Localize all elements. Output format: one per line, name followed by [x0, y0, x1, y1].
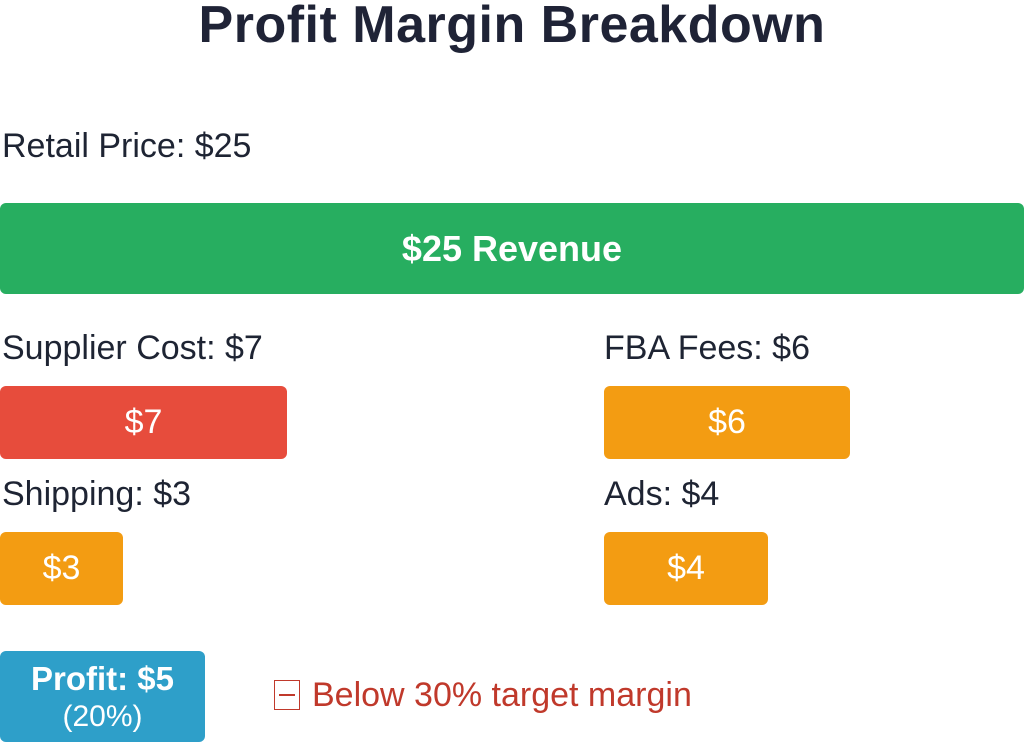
fba-fees-bar-label: $6	[708, 403, 746, 441]
ads-label: Ads: $4	[604, 475, 720, 513]
margin-warning: Below 30% target margin	[274, 675, 692, 715]
warning-icon	[274, 680, 300, 710]
shipping-label: Shipping: $3	[2, 475, 192, 513]
ads-bar: $4	[604, 532, 768, 605]
profit-label: Profit: $5	[30, 659, 175, 697]
shipping-bar-label: $3	[42, 549, 81, 587]
shipping-bar: $3	[0, 532, 123, 605]
supplier-cost-bar: $7	[0, 386, 287, 459]
supplier-cost-label: Supplier Cost: $7	[2, 329, 263, 367]
revenue-bar-label: $25 Revenue	[401, 227, 623, 269]
ads-bar-label: $4	[667, 549, 705, 587]
profit-box: Profit: $5 (20%)	[0, 651, 205, 742]
revenue-bar: $25 Revenue	[0, 203, 1024, 294]
supplier-cost-bar-label: $7	[124, 403, 163, 441]
fba-fees-label: FBA Fees: $6	[604, 329, 810, 367]
warning-text: Below 30% target margin	[312, 676, 692, 714]
fba-fees-bar: $6	[604, 386, 850, 459]
retail-price-label: Retail Price: $25	[2, 127, 252, 165]
profit-percent: (20%)	[62, 699, 143, 733]
chart-title: Profit Margin Breakdown	[198, 0, 826, 54]
